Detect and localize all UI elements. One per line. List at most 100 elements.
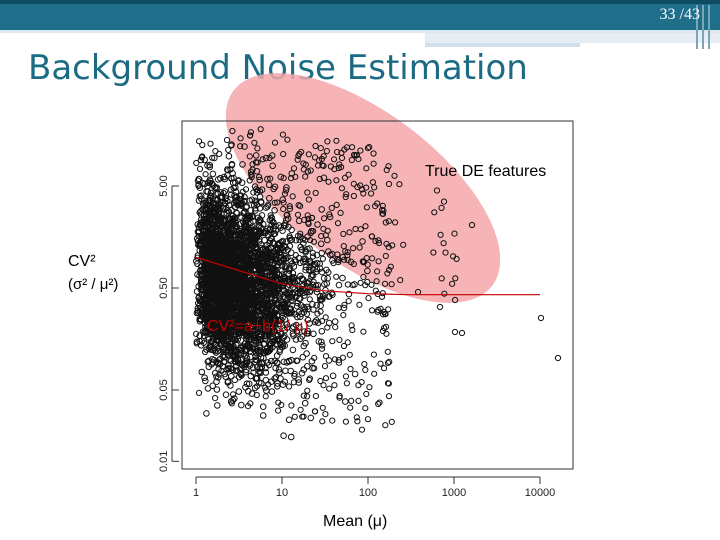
data-point xyxy=(340,304,348,312)
data-point xyxy=(452,275,459,282)
data-point xyxy=(320,274,328,282)
data-point xyxy=(201,374,208,382)
data-point xyxy=(309,253,317,260)
data-point xyxy=(230,254,238,262)
data-point xyxy=(287,367,295,375)
data-point xyxy=(286,203,293,210)
data-point xyxy=(210,232,218,239)
data-point xyxy=(222,391,230,399)
data-point xyxy=(442,249,449,256)
decorative-line xyxy=(702,5,704,49)
data-point xyxy=(237,292,244,300)
data-point xyxy=(284,136,291,143)
data-point xyxy=(321,363,329,370)
data-point xyxy=(239,328,246,335)
data-point xyxy=(294,156,301,163)
data-point xyxy=(274,299,281,306)
data-point xyxy=(338,149,345,156)
data-point xyxy=(225,325,233,333)
data-point xyxy=(358,379,365,386)
data-point xyxy=(302,263,310,271)
data-point xyxy=(386,266,393,274)
data-point xyxy=(225,146,232,153)
data-point xyxy=(436,303,444,311)
data-point xyxy=(285,265,293,273)
data-point xyxy=(253,256,261,264)
page-number: 33 xyxy=(659,6,676,23)
data-point xyxy=(372,238,379,245)
data-point xyxy=(350,180,357,187)
data-point xyxy=(256,229,264,236)
data-point xyxy=(379,210,386,217)
data-point xyxy=(221,188,229,195)
data-point xyxy=(382,323,390,330)
data-point xyxy=(289,269,297,277)
data-point xyxy=(246,249,254,257)
data-point xyxy=(323,148,330,155)
data-point xyxy=(258,311,265,319)
data-point xyxy=(364,145,372,152)
data-point xyxy=(300,166,307,173)
data-point xyxy=(554,354,562,362)
data-point xyxy=(208,313,215,320)
data-point xyxy=(277,173,285,181)
data-point xyxy=(280,222,288,229)
x-axis-label: Mean (μ) xyxy=(323,513,388,530)
data-point xyxy=(246,132,254,139)
data-point xyxy=(216,356,224,363)
data-point xyxy=(209,359,217,366)
data-point xyxy=(256,176,264,184)
data-point xyxy=(196,165,204,172)
data-point xyxy=(385,218,392,225)
data-point xyxy=(268,152,276,159)
data-point xyxy=(217,174,224,182)
data-point xyxy=(220,310,228,317)
data-point xyxy=(336,336,343,343)
data-point xyxy=(388,281,395,288)
data-point xyxy=(281,301,289,308)
data-point xyxy=(368,281,375,288)
data-point xyxy=(271,230,279,237)
fit-equation-label: CV²=a+b(1/ μ) xyxy=(207,318,309,335)
data-point xyxy=(297,313,304,321)
data-point xyxy=(261,236,268,244)
data-point xyxy=(237,276,244,284)
data-point xyxy=(239,161,246,168)
data-point xyxy=(258,186,266,193)
data-point xyxy=(252,356,259,364)
data-point xyxy=(243,250,250,257)
data-point xyxy=(342,373,350,380)
header-accent-bar xyxy=(425,33,720,43)
data-point xyxy=(285,223,292,231)
data-point xyxy=(220,337,228,345)
data-point xyxy=(237,192,245,199)
data-point xyxy=(433,187,441,194)
data-point xyxy=(371,370,378,377)
data-point xyxy=(325,319,333,327)
data-point xyxy=(237,309,245,316)
data-point xyxy=(247,372,255,380)
data-point xyxy=(288,175,295,182)
data-point xyxy=(325,248,332,255)
data-point xyxy=(270,328,278,335)
data-point xyxy=(221,300,228,308)
data-point xyxy=(212,395,219,402)
data-point xyxy=(243,357,250,365)
header-top-strip xyxy=(0,0,720,4)
data-point xyxy=(308,214,316,222)
data-point xyxy=(262,393,269,400)
data-point xyxy=(346,351,353,358)
data-point xyxy=(244,266,251,273)
data-point xyxy=(197,342,205,349)
data-point xyxy=(303,363,311,370)
data-point xyxy=(329,417,336,424)
data-point xyxy=(256,350,264,358)
data-point xyxy=(325,178,332,185)
data-point xyxy=(400,241,407,248)
data-point xyxy=(283,211,291,219)
data-point xyxy=(363,390,370,398)
data-point xyxy=(296,259,304,267)
data-point xyxy=(375,400,382,408)
data-point xyxy=(304,189,311,196)
data-point xyxy=(209,170,217,178)
